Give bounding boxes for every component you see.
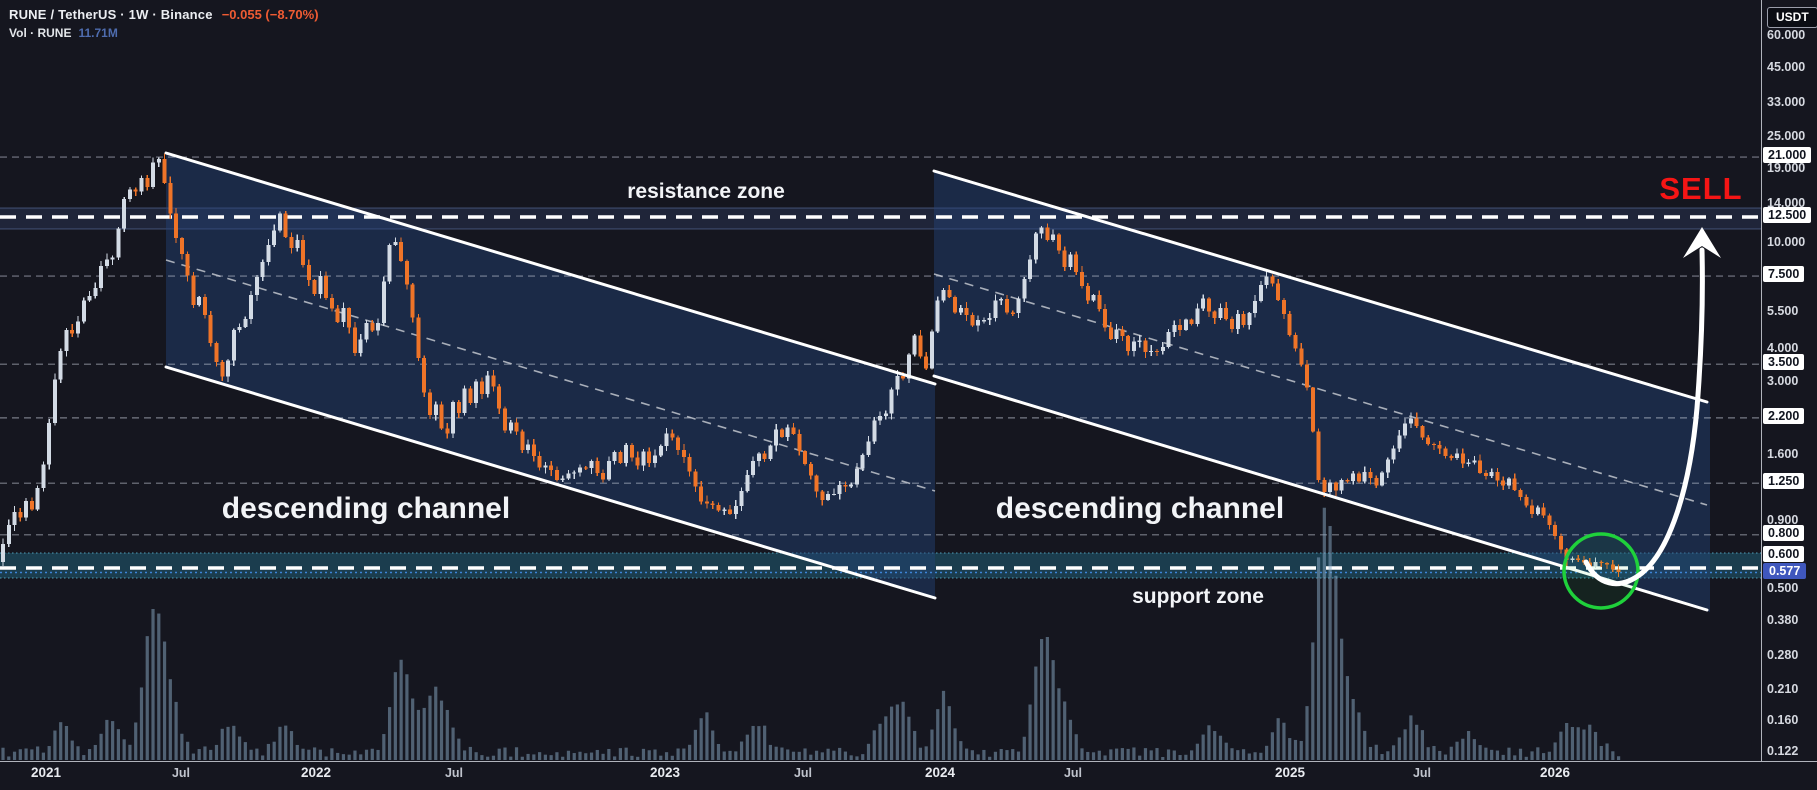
price-tick: 4.000	[1767, 341, 1799, 355]
price-level-label: 0.800	[1763, 525, 1805, 541]
descending-channel-label-left[interactable]: descending channel	[221, 492, 511, 525]
price-axis-separator[interactable]	[1761, 0, 1762, 761]
highlight-circle[interactable]	[1562, 532, 1640, 610]
zones-layer	[0, 207, 1761, 579]
price-level-label: 0.600	[1763, 546, 1805, 562]
descending-channel-label-right[interactable]: descending channel	[995, 492, 1285, 525]
time-label-year: 2022	[300, 765, 332, 780]
currency-badge[interactable]: USDT	[1767, 7, 1817, 28]
volume-layer	[1, 507, 1621, 760]
price-tick: 0.160	[1767, 713, 1799, 727]
time-label-month: Jul	[444, 766, 464, 780]
price-level-label: 1.250	[1763, 473, 1805, 489]
channel-borders-layer[interactable]	[164, 151, 1709, 612]
volume-row: Vol · RUNE 11.71M	[9, 24, 319, 42]
current-price-label: 0.577	[1763, 563, 1807, 579]
price-axis[interactable]: 60.000 45.000 33.000 25.000 19.000 14.000 10.0…	[1761, 0, 1817, 761]
price-level-label: 7.500	[1763, 266, 1805, 282]
level-lines-layer[interactable]	[0, 156, 1761, 570]
price-tick: 5.500	[1767, 304, 1799, 318]
channel-fills-layer[interactable]	[165, 153, 1710, 612]
price-tick: 19.000	[1767, 161, 1806, 175]
time-label-year: 2023	[649, 765, 681, 780]
time-axis-separator[interactable]	[0, 761, 1817, 762]
time-label-month: Jul	[171, 766, 191, 780]
time-label-month: Jul	[1063, 766, 1083, 780]
sell-signal-label[interactable]: SELL	[1659, 171, 1743, 206]
time-axis[interactable]: 2021 Jul 2022 Jul 2023 Jul 2024 Jul 2025 Jul 2026	[0, 762, 1761, 790]
price-tick: 0.280	[1767, 648, 1799, 662]
price-tick: 33.000	[1767, 95, 1806, 109]
price-tick: 3.000	[1767, 374, 1799, 388]
price-level-label: 21.000	[1763, 147, 1812, 163]
volume-value: 11.71M	[78, 26, 118, 40]
volume-label: Vol · RUNE	[9, 26, 72, 40]
candles-layer	[1, 153, 1621, 578]
symbol-header: RUNE / TetherUS · 1W · Binance −0.055 (−8…	[9, 6, 319, 42]
price-level-label: 2.200	[1763, 408, 1805, 424]
price-tick: 25.000	[1767, 129, 1806, 143]
price-level-label: 3.500	[1763, 354, 1805, 370]
time-label-month: Jul	[793, 766, 813, 780]
resistance-zone-label[interactable]: resistance zone	[627, 180, 785, 203]
symbol-title[interactable]: RUNE / TetherUS · 1W · Binance	[9, 7, 213, 22]
price-tick: 0.500	[1767, 581, 1799, 595]
time-label-year: 2021	[30, 765, 62, 780]
price-tick: 60.000	[1767, 28, 1806, 42]
projection-arrow[interactable]	[1583, 227, 1721, 586]
price-tick: 0.900	[1767, 513, 1799, 527]
price-tick: 1.600	[1767, 447, 1799, 461]
time-label-year: 2026	[1539, 765, 1571, 780]
price-tick: 0.210	[1767, 682, 1799, 696]
time-label-month: Jul	[1412, 766, 1432, 780]
price-tick: 10.000	[1767, 235, 1806, 249]
time-label-year: 2025	[1274, 765, 1306, 780]
price-tick: 45.000	[1767, 60, 1806, 74]
price-tick: 14.000	[1767, 196, 1806, 210]
price-tick: 0.380	[1767, 613, 1799, 627]
support-zone-label[interactable]: support zone	[1132, 585, 1264, 608]
time-label-year: 2024	[924, 765, 956, 780]
price-change: −0.055 (−8.70%)	[221, 7, 319, 22]
price-level-label: 12.500	[1763, 207, 1812, 223]
price-tick: 0.122	[1767, 744, 1799, 758]
